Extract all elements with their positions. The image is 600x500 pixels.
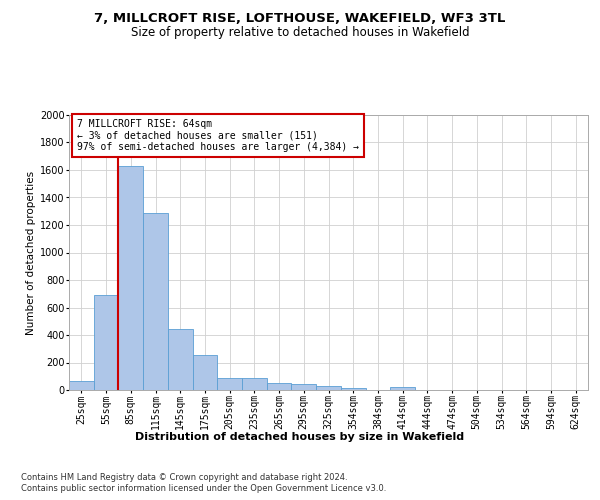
Bar: [193, 355, 217, 390]
Y-axis label: Number of detached properties: Number of detached properties: [26, 170, 36, 334]
Text: 7 MILLCROFT RISE: 64sqm
← 3% of detached houses are smaller (151)
97% of semi-de: 7 MILLCROFT RISE: 64sqm ← 3% of detached…: [77, 119, 359, 152]
Bar: [341, 388, 365, 390]
Bar: [94, 295, 118, 390]
Bar: [118, 166, 143, 390]
Bar: [292, 384, 316, 390]
Text: Size of property relative to detached houses in Wakefield: Size of property relative to detached ho…: [131, 26, 469, 39]
Text: Distribution of detached houses by size in Wakefield: Distribution of detached houses by size …: [136, 432, 464, 442]
Bar: [143, 214, 168, 390]
Bar: [316, 386, 341, 390]
Bar: [242, 378, 267, 390]
Text: Contains HM Land Registry data © Crown copyright and database right 2024.: Contains HM Land Registry data © Crown c…: [21, 472, 347, 482]
Text: Contains public sector information licensed under the Open Government Licence v3: Contains public sector information licen…: [21, 484, 386, 493]
Bar: [217, 378, 242, 390]
Bar: [168, 329, 193, 390]
Bar: [267, 383, 292, 390]
Bar: [390, 387, 415, 390]
Text: 7, MILLCROFT RISE, LOFTHOUSE, WAKEFIELD, WF3 3TL: 7, MILLCROFT RISE, LOFTHOUSE, WAKEFIELD,…: [94, 12, 506, 26]
Bar: [69, 381, 94, 390]
